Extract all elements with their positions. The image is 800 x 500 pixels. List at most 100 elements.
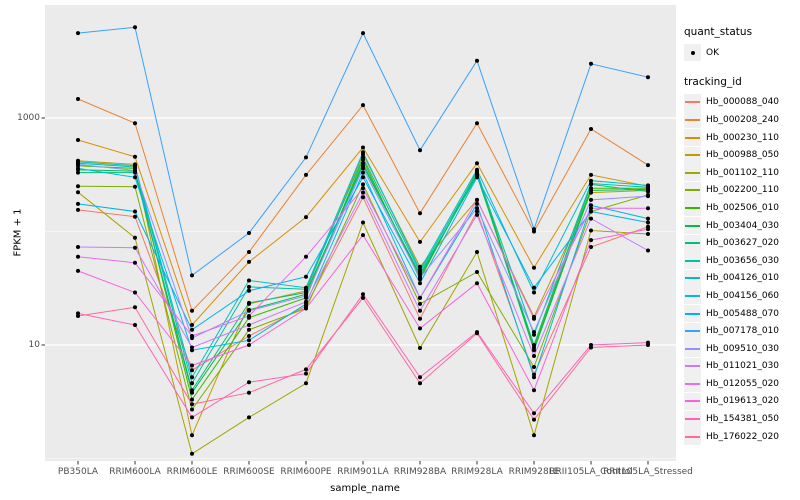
data-point [247,231,251,235]
data-point [361,292,365,297]
data-point [76,97,80,101]
legend-item-Hb_009510_030: Hb_009510_030 [684,340,798,358]
data-point [475,206,479,211]
data-point [589,181,593,186]
legend-item-Hb_019613_020: Hb_019613_020 [684,392,798,411]
data-point [133,209,137,214]
data-point [76,245,80,249]
data-point [133,290,137,295]
legend-item-label: Hb_005488_070 [706,308,780,319]
data-point [190,451,194,456]
legend-item-Hb_003404_030: Hb_003404_030 [684,217,798,235]
data-point [133,245,137,250]
data-point [475,270,479,274]
data-point [418,281,422,286]
x-tick-label-RRIM600PE: RRIM600PE [280,467,332,477]
data-point [361,170,365,175]
series-color-key-icon [684,181,701,199]
data-point [646,227,650,232]
data-point [532,285,536,290]
data-point [247,308,251,313]
y-tick-label-1000: 1000 [17,112,40,123]
data-point [304,294,308,298]
data-point [76,166,80,171]
data-point [361,103,365,108]
data-point [133,235,137,240]
data-point [589,172,593,177]
data-point [646,163,650,168]
data-point [418,267,422,272]
data-point [589,206,593,211]
x-tick-label-RRIM600SE: RRIM600SE [223,467,275,477]
series-color-key-icon [684,322,701,340]
data-point [589,203,593,208]
data-point [190,368,194,373]
data-point [133,260,137,265]
data-point [418,295,422,300]
series-color-key-icon [684,252,701,270]
series-color-key-icon [684,217,701,235]
data-point [304,215,308,220]
data-point [475,212,479,217]
data-point [247,250,251,254]
x-tick-label-RRIM928LE: RRIM928LE [508,467,560,477]
data-point [589,245,593,249]
data-point [475,170,479,175]
data-point [76,190,80,195]
data-point [646,206,650,211]
data-point [247,390,251,395]
legend-item-label: Hb_002506_010 [706,202,780,213]
data-point [646,183,650,188]
x-tick-label-RRIM901LA: RRIM901LA [337,467,389,477]
data-point [475,331,479,336]
data-point [76,314,80,318]
legend-item-Hb_003656_030: Hb_003656_030 [684,252,798,270]
legend-item-Hb_011021_030: Hb_011021_030 [684,357,798,376]
series-color-key-icon [684,234,701,252]
legend-item-label: Hb_000088_040 [706,97,780,108]
data-point [133,214,137,219]
data-point [190,323,194,327]
data-point [247,334,251,338]
data-point [646,216,650,221]
legend-item-Hb_005488_070: Hb_005488_070 [684,305,798,323]
data-point [304,381,308,386]
data-point [589,127,593,131]
legend-item-Hb_000208_240: Hb_000208_240 [684,111,798,129]
y-tick-label-10: 10 [28,339,40,350]
series-color-key-icon [684,146,701,164]
legend-item-label: Hb_000208_240 [706,114,780,125]
data-point [589,197,593,202]
legend-item-label: Hb_003656_030 [706,255,780,266]
series-color-key-icon [684,357,701,375]
data-point [304,371,308,376]
series-color-key-icon [684,269,701,287]
data-point [76,162,80,167]
data-point [532,365,536,369]
data-point [475,175,479,180]
legend-item-label: Hb_154381_050 [706,414,780,425]
x-tick-label-RRIM600LE: RRIM600LE [166,467,218,477]
data-point [304,290,308,295]
data-point [247,343,251,347]
data-point [418,211,422,216]
panel-background [45,5,676,461]
data-point [247,380,251,385]
data-point [418,346,422,350]
data-point [418,275,422,280]
data-point [190,308,194,313]
data-point [418,148,422,153]
data-point [361,150,365,155]
data-point [76,138,80,142]
x-tick-label-RRII105LA_Control: RRII105LA_Control [549,467,633,477]
y-axis-title: FPKM + 1 [12,208,24,257]
data-point [475,201,479,206]
data-point [418,375,422,380]
data-point [247,288,251,293]
data-point [646,343,650,347]
legend-item-Hb_004156_060: Hb_004156_060 [684,287,798,305]
data-point [304,274,308,279]
data-point [247,259,251,264]
data-point [190,388,194,393]
